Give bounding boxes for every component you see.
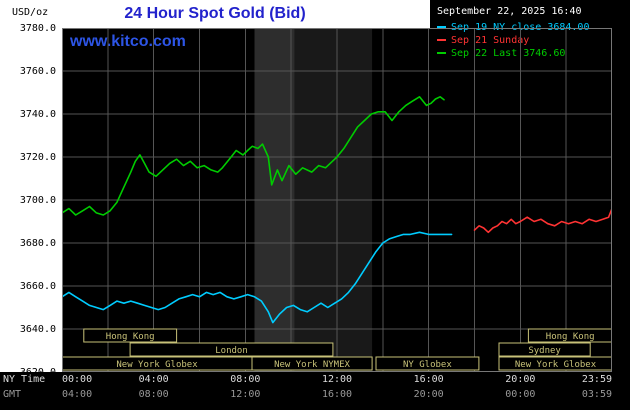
session-label: Sydney (528, 346, 561, 356)
y-tick-label: 3620.0 (19, 367, 56, 378)
session-box (375, 356, 480, 371)
session-box (251, 356, 373, 371)
ny-time-tick: 00:00 (62, 374, 93, 385)
series-line-sep-22-last (62, 96, 445, 216)
chart-title: 24 Hour Spot Gold (Bid) (124, 5, 306, 22)
ny-time-axis-label: NY Time (3, 374, 46, 385)
legend-items: Sep 19 NY close 3684.00 Sep 21 Sunday Sep … (437, 21, 630, 60)
gmt-tick: 04:00 (62, 389, 93, 400)
y-tick-label: 3780.0 (19, 23, 56, 34)
legend-label: Sep 22 Last 3746.60 (451, 48, 566, 59)
legend-box: September 22, 2025 16:40 Sep 19 NY close… (430, 0, 630, 80)
plot-border (62, 28, 612, 372)
gmt-tick: 03:59 (581, 389, 612, 400)
series-line-sep-19-ny-close (62, 231, 453, 324)
session-box (129, 342, 334, 357)
ny-time-tick: 16:00 (413, 374, 444, 385)
legend-item: Sep 19 NY close 3684.00 (437, 21, 630, 34)
gmt-tick: 20:00 (413, 389, 444, 400)
legend-label: Sep 21 Sunday (451, 35, 530, 46)
gridlines (62, 28, 612, 372)
session-label: London (215, 346, 248, 356)
legend-item: Sep 22 Last 3746.60 (437, 47, 630, 60)
y-tick-label: 3700.0 (19, 195, 56, 206)
session-label: Hong Kong (546, 332, 595, 342)
legend-dash-icon (437, 39, 446, 41)
y-tick-label: 3740.0 (19, 109, 56, 120)
session-label: New York NYMEX (274, 360, 350, 370)
left-margin (0, 0, 62, 372)
y-tick-label: 3680.0 (19, 238, 56, 249)
session-box (498, 342, 591, 357)
top-margin (0, 0, 430, 28)
gmt-axis-label: GMT (3, 389, 22, 400)
legend-dash-icon (437, 52, 446, 54)
legend-item: Sep 21 Sunday (437, 34, 630, 47)
legend-dash-icon (437, 26, 446, 28)
session-label: New York Globex (116, 360, 198, 370)
session-box (83, 328, 178, 343)
session-boxes: Hong Kong Hong Kong London Sydney New York G… (62, 328, 612, 371)
legend-datetime: September 22, 2025 16:40 (437, 6, 582, 17)
series-line-sep-21-sunday (473, 207, 612, 234)
gmt-tick: 12:00 (230, 389, 261, 400)
y-tick-label: 3760.0 (19, 66, 56, 77)
session-label: Hong Kong (106, 332, 155, 342)
kitco-link[interactable]: www.kitco.com (70, 33, 186, 50)
ny-time-tick: 04:00 (138, 374, 169, 385)
ny-time-tick: 12:00 (321, 374, 353, 385)
legend-label: Sep 19 NY close 3684.00 (451, 22, 590, 33)
price-chart-plot: Hong Kong Hong Kong London Sydney New York G… (62, 28, 612, 372)
y-tick-label: 3720.0 (19, 152, 56, 163)
ny-time-tick: 08:00 (230, 374, 261, 385)
y-tick-label: 3660.0 (19, 281, 56, 292)
ny-time-tick: 23:59 (581, 374, 612, 385)
y-tick-label: 3640.0 (19, 324, 56, 335)
gmt-tick: 16:00 (321, 389, 353, 400)
gmt-tick: 00:00 (505, 389, 536, 400)
gmt-tick: 08:00 (138, 389, 169, 400)
session-label: NY Globex (403, 360, 452, 370)
session-label: New York Globex (515, 360, 597, 370)
y-axis-units-label: USD/oz (12, 7, 49, 18)
ny-time-tick: 20:00 (505, 374, 536, 385)
session-box (498, 356, 612, 371)
